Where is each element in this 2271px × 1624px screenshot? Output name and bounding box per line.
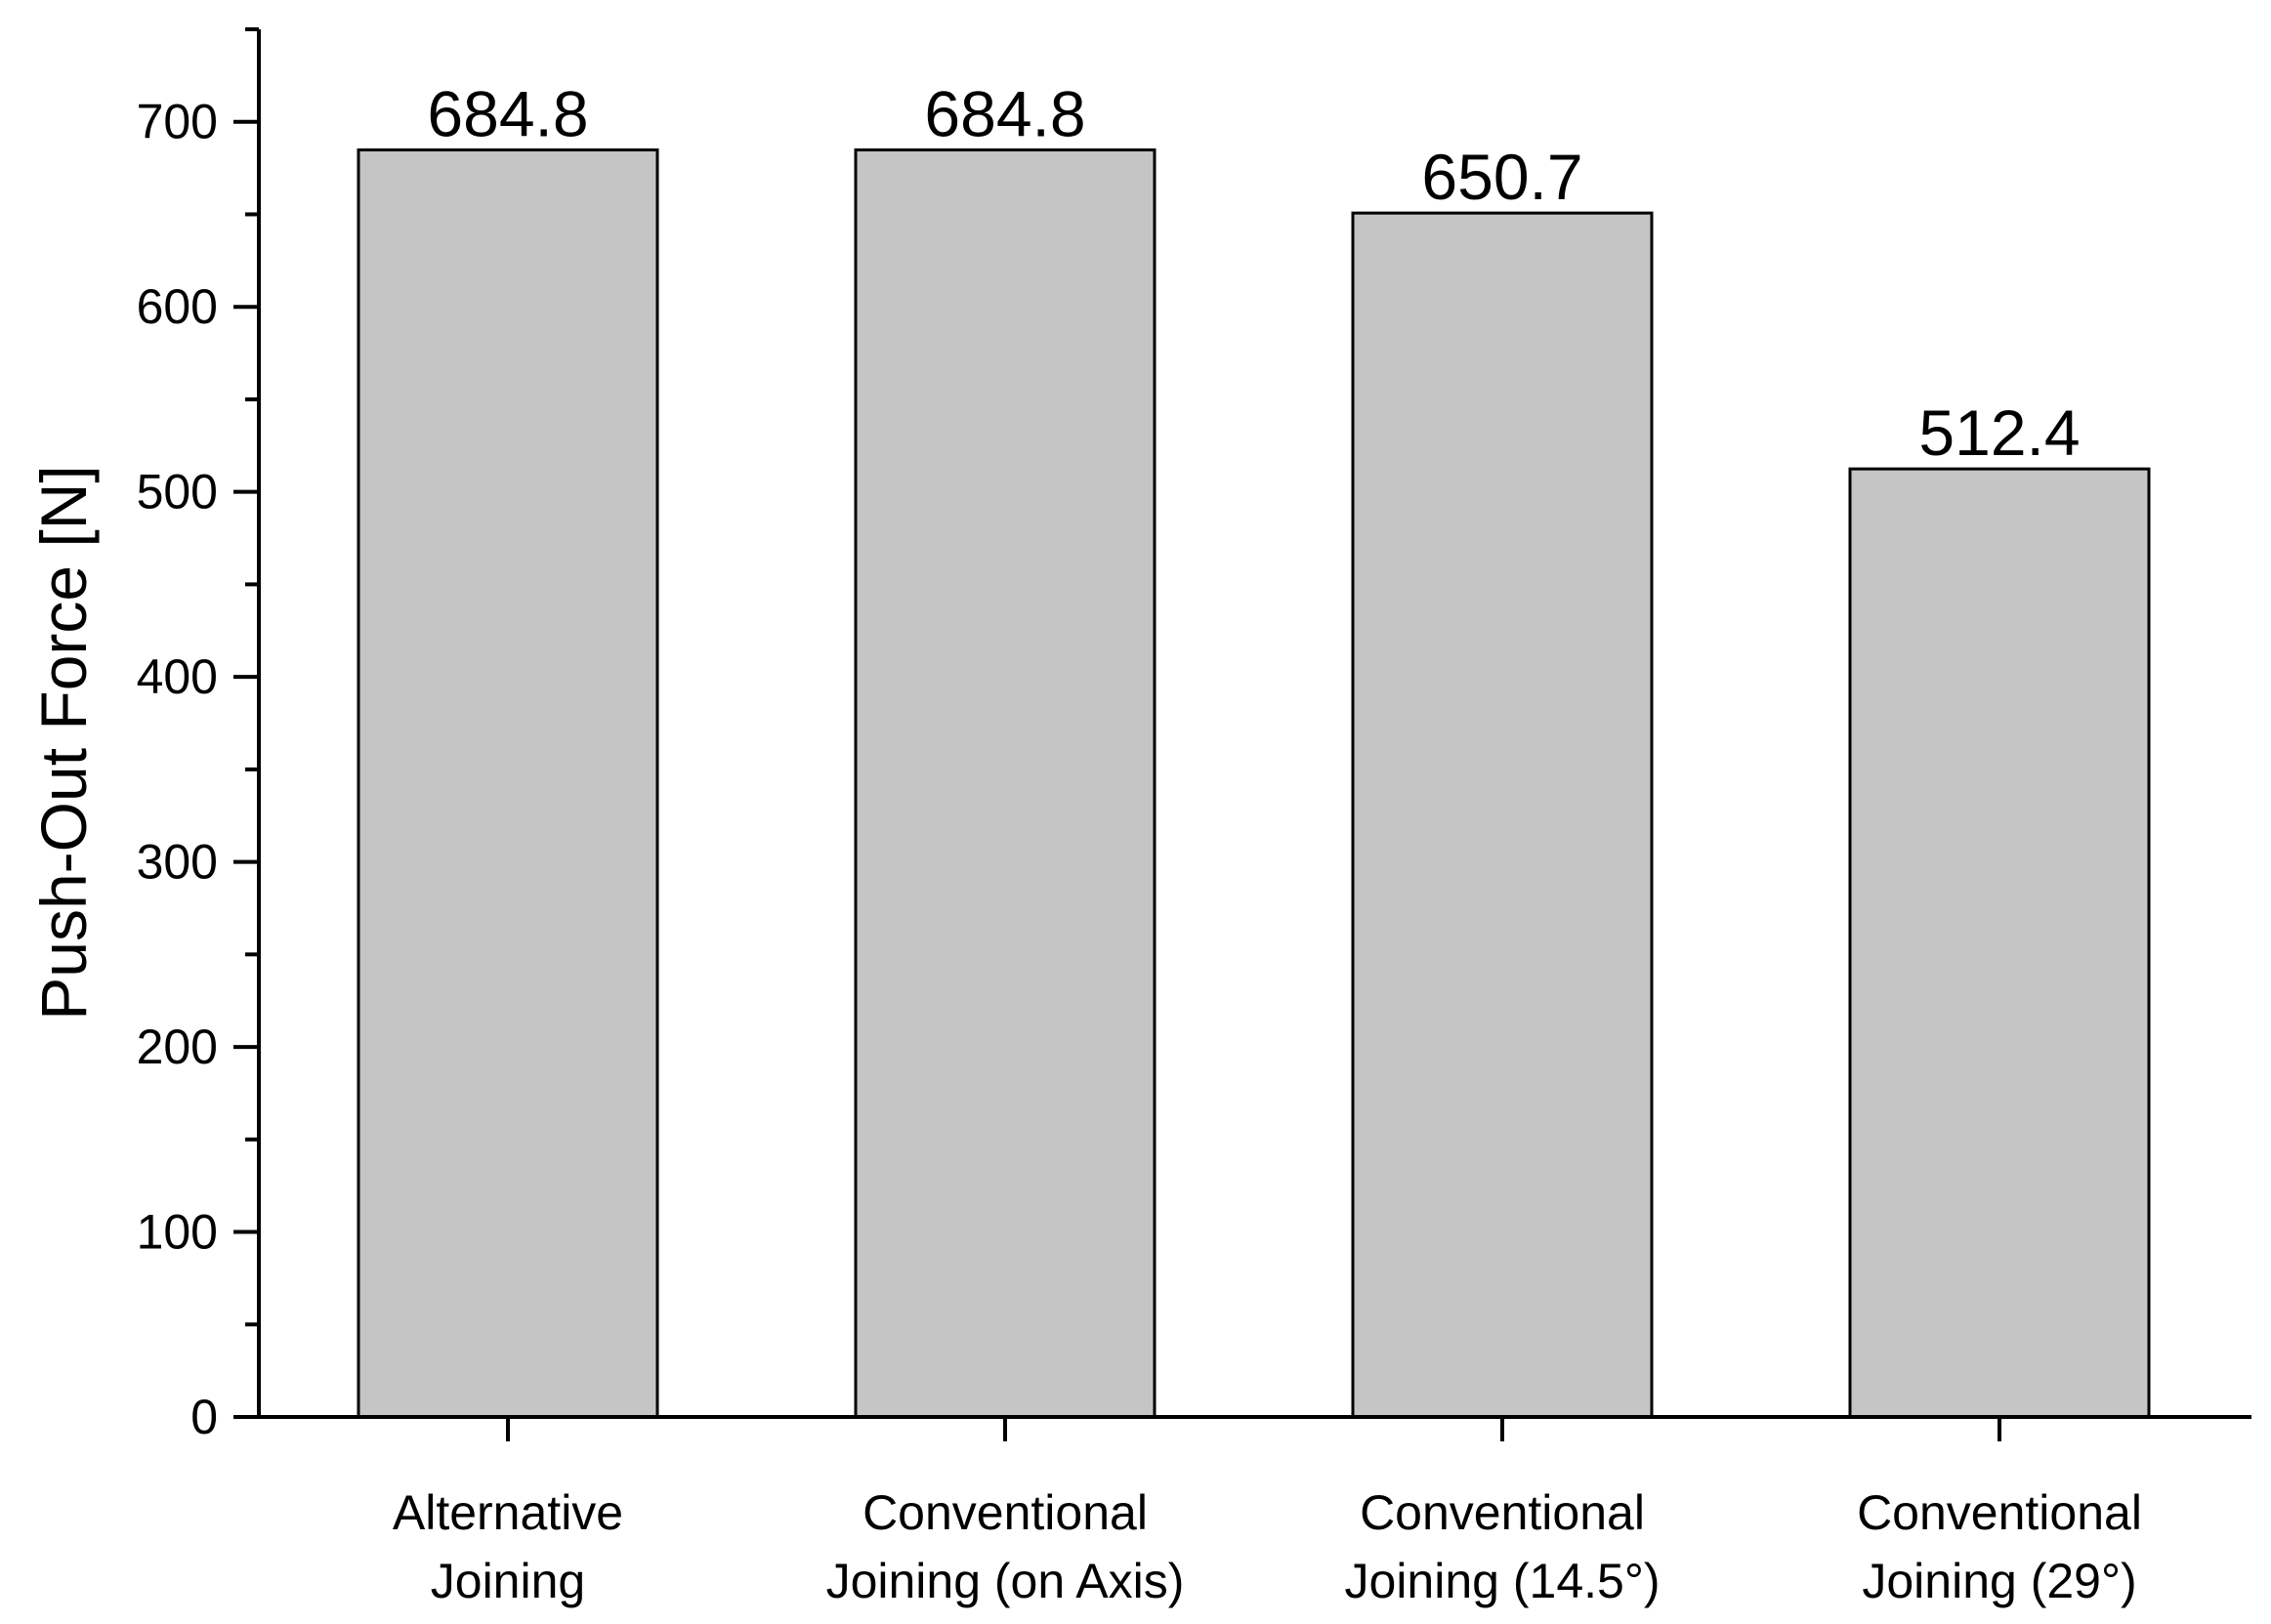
bar-1 — [357, 148, 659, 1419]
bar-2 — [854, 148, 1157, 1419]
bar-3 — [1351, 211, 1654, 1419]
axes: Alternative Joining Conventional Joining (o… — [137, 27, 2251, 1608]
x-tick-label-2: Conventional Joining (on Axis) — [826, 1485, 1185, 1608]
y-tick-label-500: 500 — [137, 465, 218, 520]
data-label-3: 650.7 — [1421, 141, 1582, 213]
y-tick-label-300: 300 — [137, 835, 218, 890]
x-tick-label-1: Alternative Joining — [393, 1485, 623, 1608]
y-tick-label-600: 600 — [137, 279, 218, 334]
data-label-2: 684.8 — [924, 78, 1085, 150]
y-tick-label-700: 700 — [137, 95, 218, 149]
y-tick-label-200: 200 — [137, 1020, 218, 1074]
y-tick-label-0: 0 — [190, 1390, 218, 1444]
y-axis-title: Push-Out Force [N] — [27, 465, 100, 1020]
bars-layer: 684.8 684.8 650.7 512.4 — [357, 78, 2151, 1419]
x-tick-label-4: Conventional Joining (29°) — [1857, 1485, 2142, 1608]
y-tick-label-100: 100 — [137, 1205, 218, 1260]
x-tick-label-3: Conventional Joining (14.5°) — [1345, 1485, 1661, 1608]
data-label-4: 512.4 — [1918, 396, 2080, 469]
y-tick-label-400: 400 — [137, 649, 218, 704]
data-label-1: 684.8 — [427, 78, 588, 150]
bar-4 — [1848, 467, 2151, 1419]
